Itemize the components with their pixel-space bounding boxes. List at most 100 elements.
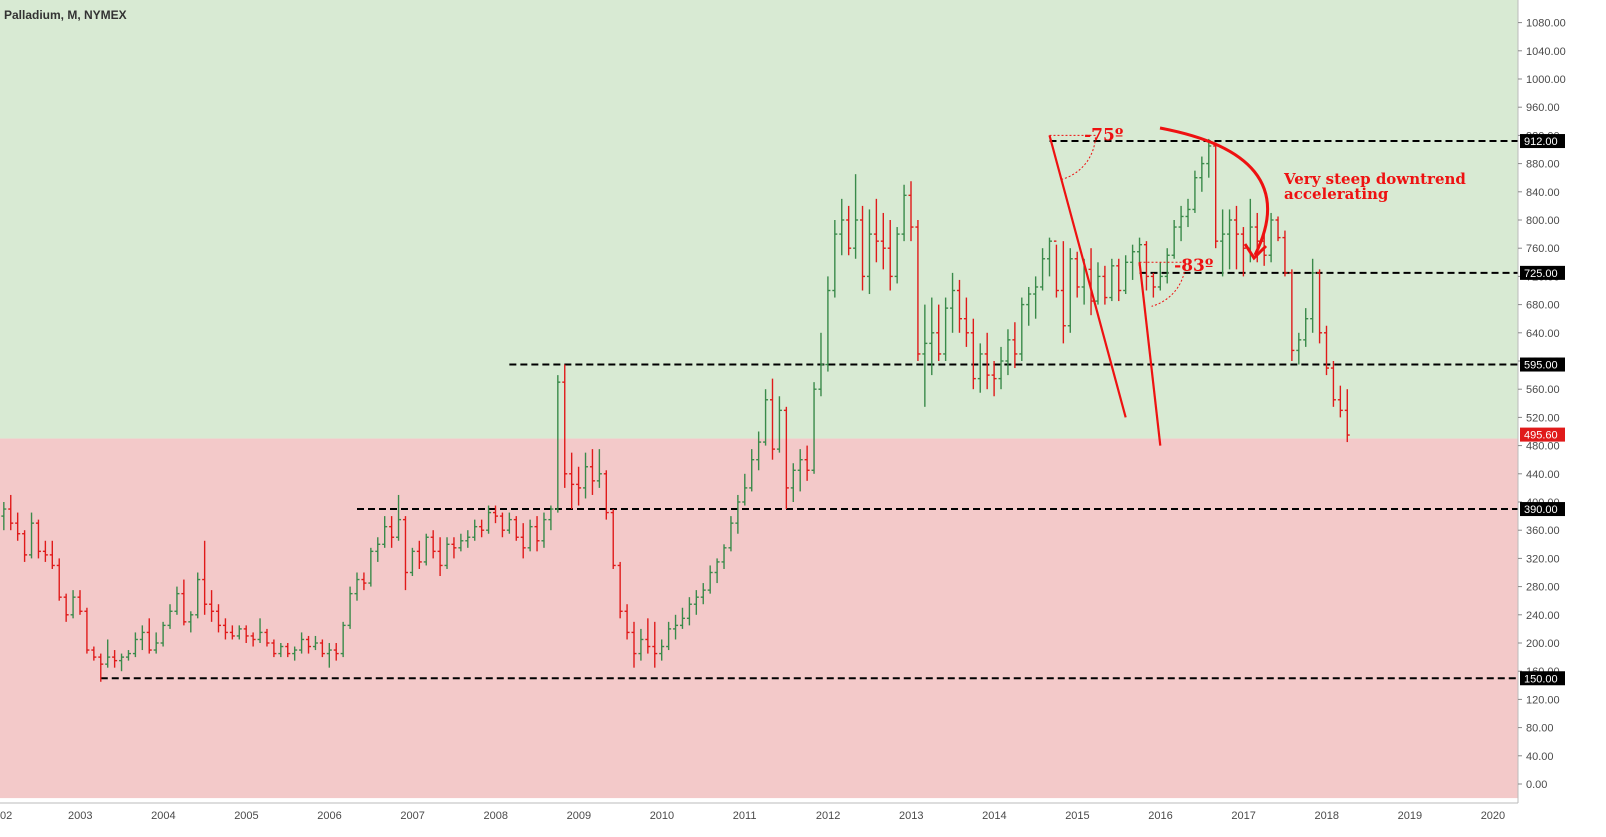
ohlc-bar [1206,138,1212,178]
time-axis[interactable]: 02 2003 2004 2005 2006 2007 2008 2009 2010 2011 20… [0,802,1518,837]
ohlc-bar [534,516,540,552]
ohlc-bar [742,473,748,506]
ohlc-bar [929,297,935,376]
price-tick-label: 280.00 [1526,582,1560,594]
ohlc-bar [70,590,76,619]
ohlc-bar [153,632,159,654]
ohlc-bar [1012,322,1018,369]
ohlc-bar [257,618,263,643]
price-tag [1520,265,1565,280]
time-tick-label: 2007 [400,810,424,822]
ohlc-bar [1137,237,1143,266]
price-tick-label: 880.00 [1526,159,1560,171]
ohlc-bar [340,621,346,658]
ohlc-bar [991,361,997,397]
ohlc-bar [1317,269,1323,344]
ohlc-bar [998,346,1004,390]
ohlc-bar [735,494,741,534]
ohlc-bar [624,604,630,640]
ohlc-bar [908,181,914,242]
price-tag [1520,134,1565,149]
ohlc-bar [49,540,55,569]
ohlc-bar [638,628,644,661]
ohlc-bar [278,643,284,658]
ohlc-bar [555,375,561,513]
ohlc-bar [1344,389,1350,443]
ohlc-bar [603,470,609,520]
trendline [1048,135,1127,418]
ohlc-bar [29,512,35,559]
ohlc-bar [1143,241,1149,291]
ohlc-bar [77,590,83,615]
ohlc-bar [700,583,706,605]
ohlc-bar [1150,272,1156,298]
ohlc-bar [673,614,679,640]
price-tag-label: 725.00 [1524,268,1558,280]
ohlc-bar [1053,240,1059,298]
price-tick-label: 1040.00 [1526,46,1566,58]
ohlc-bar [423,533,429,566]
ohlc-bar [956,279,962,333]
price-axis-bg [1518,0,1606,803]
ohlc-bar [541,512,547,548]
ohlc-bar [250,632,256,647]
ohlc-bar [1310,258,1316,333]
ohlc-bar [146,618,152,654]
ohlc-bar [569,452,575,510]
price-tick-label: 480.00 [1526,441,1560,453]
ohlc-bar [749,449,755,492]
ohlc-bar [209,590,215,622]
price-tick-label: 360.00 [1526,525,1560,537]
price-tick-label: 80.00 [1526,723,1554,735]
price-axis[interactable]: 0.0040.0080.00120.00160.00200.00240.0028… [1517,0,1606,803]
ohlc-bar [1060,241,1066,344]
ohlc-bar [236,625,242,640]
ohlc-bar [686,597,692,626]
ohlc-bar [520,523,526,559]
ohlc-bar [922,304,928,407]
time-tick-label: 2016 [1148,810,1172,822]
ohlc-bar [458,533,464,552]
ohlc-bar [825,276,831,372]
ohlc-bar [15,512,21,541]
ohlc-bar [132,632,138,658]
ohlc-bar [396,494,402,541]
time-tick-label: 2009 [567,810,591,822]
ohlc-bar [950,272,956,333]
ohlc-bar [1067,248,1073,333]
time-tick-label: 2020 [1481,810,1505,822]
ohlc-bar [1199,156,1205,192]
chart-title: Palladium, M, NYMEX [4,8,127,22]
price-tick-label: 840.00 [1526,187,1560,199]
ohlc-bar [382,516,388,548]
ohlc-bar [139,625,145,651]
ohlc-bar [589,449,595,495]
price-tag [1520,671,1565,686]
ohlc-bar [790,463,796,502]
ohlc-bar [1296,332,1302,365]
ohlc-bar [451,537,457,559]
price-tick-label: 520.00 [1526,412,1560,424]
ohlc-bar [181,579,187,626]
ohlc-bar [513,516,519,541]
ohlc-bar [506,512,512,534]
price-tick-label: 680.00 [1526,300,1560,312]
price-tag-label: 390.00 [1524,504,1558,516]
ohlc-bar [160,621,166,647]
price-tick-label: 800.00 [1526,215,1560,227]
ohlc-bar [1227,209,1233,270]
time-tick-label: 2011 [733,810,757,822]
ohlc-bar [22,530,28,562]
ohlc-bar [195,572,201,619]
ohlc-bar [216,604,221,633]
ohlc-bar [42,540,48,562]
price-tick-label: 1080.00 [1526,18,1566,30]
ohlc-bar [1275,216,1281,242]
price-tick-label: 640.00 [1526,328,1560,340]
price-tick-label: 320.00 [1526,553,1560,565]
ohlc-bar [763,389,769,446]
time-tick-label: 02 [0,810,12,822]
ohlc-bar [811,382,817,474]
ohlc-bar [243,625,249,643]
ohlc-bars [1,138,1350,682]
